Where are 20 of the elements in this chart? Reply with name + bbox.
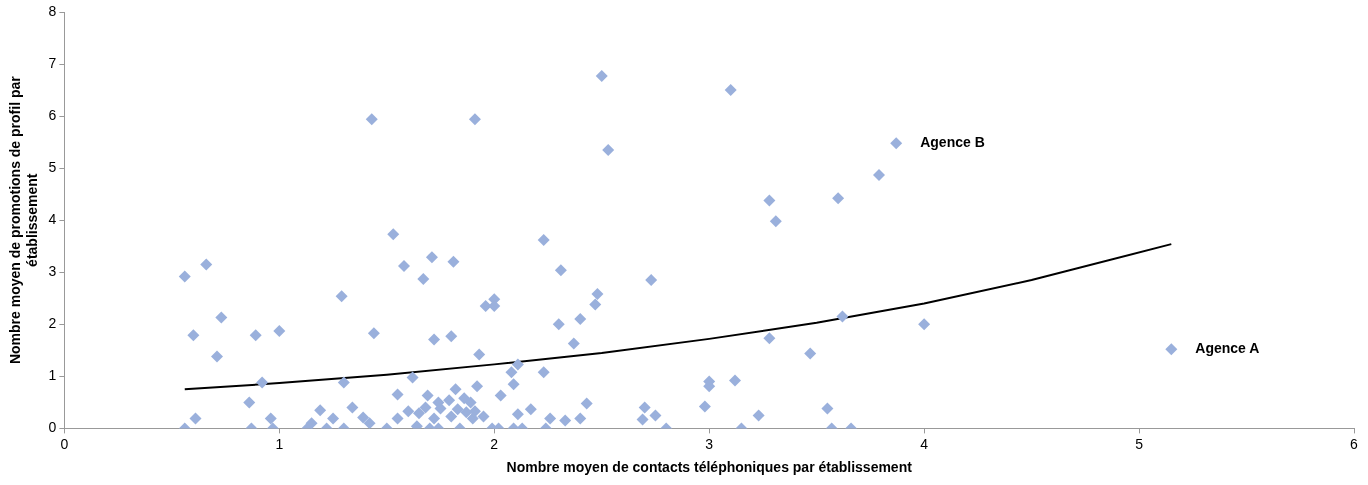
y-tick-label: 0	[48, 419, 57, 436]
y-tick-label: 6	[48, 106, 57, 123]
y-tick-label: 4	[48, 211, 57, 228]
y-tick-label: 7	[48, 54, 57, 71]
y-tick-label: 1	[48, 367, 57, 384]
x-tick-label: 5	[1135, 435, 1144, 452]
y-tick-label: 2	[48, 315, 57, 332]
y-axis-title: Nombre moyen de promotions de profil par établissement	[7, 75, 41, 365]
y-tick-label: 8	[48, 2, 57, 19]
x-tick-label: 2	[490, 435, 499, 452]
annotation: Agence B	[920, 134, 985, 151]
x-axis-title: Nombre moyen de contacts téléphoniques par établissement	[506, 459, 913, 476]
y-tick-label: 5	[48, 159, 57, 176]
x-tick-label: 3	[705, 435, 714, 452]
x-tick-label: 1	[275, 435, 284, 452]
annotation: Agence A	[1195, 340, 1260, 357]
x-tick-label: 6	[1350, 435, 1359, 452]
x-tick-label: 4	[920, 435, 929, 452]
x-tick-label: 0	[60, 435, 69, 452]
y-tick-label: 3	[48, 263, 57, 280]
